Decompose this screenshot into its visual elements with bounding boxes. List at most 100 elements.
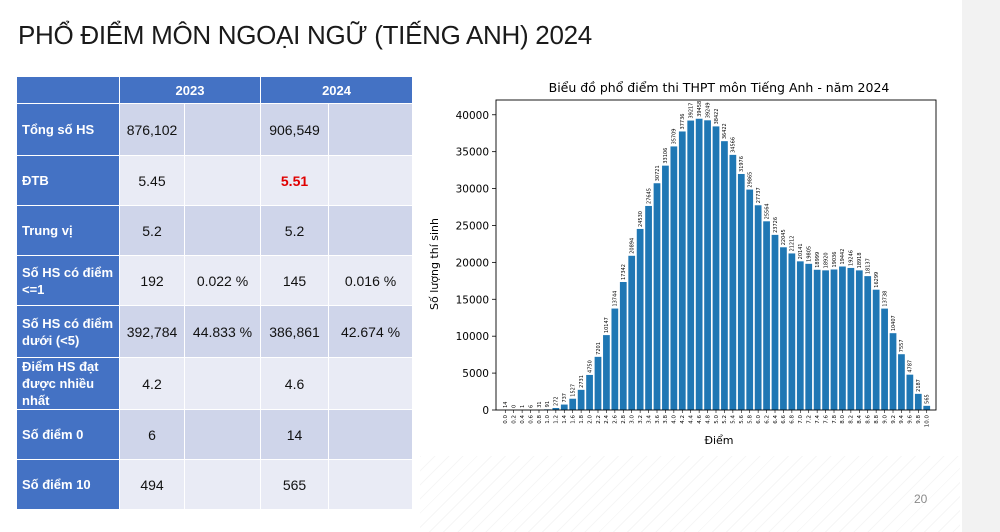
bar <box>864 276 872 410</box>
bar-value-label: 39249 <box>705 102 711 118</box>
bar <box>805 263 813 410</box>
table-header-2024: 2024 <box>260 76 414 104</box>
chart-xlabel: Điểm <box>704 434 733 447</box>
value-2023: 192 <box>119 255 185 306</box>
bar-value-label: 19246 <box>849 250 855 266</box>
bar-value-label: 31 <box>537 401 543 407</box>
bar <box>830 269 838 410</box>
x-tick-label: 4.2 <box>680 415 686 424</box>
bar <box>678 131 686 410</box>
bar-value-label: 2731 <box>579 375 585 388</box>
y-tick-label: 40000 <box>456 110 489 122</box>
value-2024: 565 <box>260 459 330 510</box>
value-2023: 6 <box>119 409 185 460</box>
bar <box>594 356 602 410</box>
table-row: ĐTB 5.45 5.51 <box>16 155 414 206</box>
bar-value-label: 17342 <box>621 264 627 280</box>
bar-value-label: 37736 <box>680 114 686 130</box>
value-2023: 5.45 <box>119 155 185 206</box>
x-tick-label: 6.8 <box>790 415 796 424</box>
pct-2024 <box>328 155 414 206</box>
chart-ylabel: Số lượng thí sinh <box>428 218 441 310</box>
bar-value-label: 7201 <box>596 342 602 355</box>
table-row: Điểm HS đạt được nhiều nhất 4.2 4.6 <box>16 357 414 410</box>
bar-value-label: 7557 <box>899 339 905 352</box>
bar <box>670 146 678 410</box>
bar-value-label: 21212 <box>790 236 796 252</box>
x-tick-label: 0.6 <box>528 415 534 424</box>
x-tick-label: 1.6 <box>571 415 577 424</box>
y-tick-label: 10000 <box>456 331 489 343</box>
table-header-2023: 2023 <box>118 76 262 104</box>
bar <box>788 253 796 410</box>
x-tick-label: 3.2 <box>638 415 644 424</box>
x-tick-label: 4.4 <box>689 415 695 424</box>
row-label: Số điểm 0 <box>16 409 120 460</box>
value-2024: 5.2 <box>260 205 330 256</box>
value-2023: 4.2 <box>119 357 185 410</box>
bar <box>914 393 922 410</box>
table-header-row: 2023 2024 <box>16 76 414 104</box>
bar-value-label: 14 <box>503 402 509 408</box>
x-tick-label: 8.2 <box>849 415 855 424</box>
x-tick-label: 9.6 <box>908 415 914 424</box>
bar <box>847 267 855 410</box>
pct-2023 <box>183 205 262 256</box>
x-tick-label: 6.2 <box>764 415 770 424</box>
bar <box>839 266 846 410</box>
bar <box>636 228 644 410</box>
pct-2023 <box>183 459 262 510</box>
bar-value-label: 20894 <box>630 238 636 254</box>
bar-value-label: 4787 <box>908 360 914 373</box>
table-row: Số điểm 10 494 565 <box>16 459 414 510</box>
bar <box>780 247 787 410</box>
bar <box>577 389 585 410</box>
bar <box>687 120 695 410</box>
x-tick-label: 9.8 <box>916 415 922 424</box>
x-tick-label: 7.4 <box>815 415 821 424</box>
x-tick-label: 6.6 <box>781 415 787 424</box>
x-tick-label: 4.0 <box>672 415 678 424</box>
bar-value-label: 22045 <box>781 229 787 245</box>
bar-value-label: 39217 <box>689 103 695 119</box>
x-tick-label: 9.4 <box>899 415 905 424</box>
x-tick-label: 3.4 <box>646 415 652 424</box>
row-label: Số điểm 10 <box>16 459 120 510</box>
x-tick-label: 8.0 <box>840 415 846 424</box>
x-tick-label: 3.0 <box>630 415 636 424</box>
x-tick-label: 7.2 <box>807 415 813 424</box>
bar-value-label: 27737 <box>756 187 762 203</box>
table-row: Trung vị 5.2 5.2 <box>16 205 414 256</box>
bar-value-label: 737 <box>562 393 568 403</box>
x-tick-label: 4.6 <box>697 415 703 424</box>
value-2024: 14 <box>260 409 330 460</box>
plot-frame <box>495 99 937 411</box>
row-label: Số HS có điểm <=1 <box>16 255 120 306</box>
bar-value-label: 2187 <box>916 379 922 392</box>
bar-value-label: 1 <box>520 405 526 408</box>
bar-value-label: 272 <box>554 396 560 406</box>
pct-2024 <box>328 459 414 510</box>
decorative-pattern <box>420 456 960 532</box>
bar-value-label: 18920 <box>823 252 829 268</box>
pct-2023: 0.022 % <box>183 255 262 306</box>
value-2023: 494 <box>119 459 185 510</box>
x-tick-label: 1.0 <box>545 415 551 424</box>
bar-value-label: 20141 <box>798 243 804 259</box>
bar <box>872 289 880 410</box>
value-2023: 5.2 <box>119 205 185 256</box>
bar <box>645 205 652 410</box>
bar <box>771 234 779 410</box>
bar-value-label: 13738 <box>882 291 888 307</box>
bar <box>628 255 636 410</box>
x-tick-label: 5.4 <box>731 415 737 424</box>
bar-value-label: 0 <box>512 405 518 408</box>
x-tick-label: 3.8 <box>663 415 669 424</box>
x-tick-label: 2.2 <box>596 415 602 424</box>
bar <box>721 141 728 410</box>
pct-2024: 0.016 % <box>328 255 414 306</box>
bar-value-label: 18999 <box>815 252 821 268</box>
y-tick-label: 0 <box>482 405 489 417</box>
bar-value-label: 18137 <box>866 258 872 274</box>
bar <box>796 261 804 410</box>
